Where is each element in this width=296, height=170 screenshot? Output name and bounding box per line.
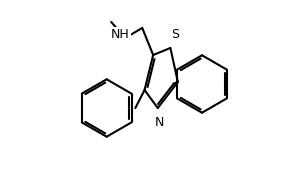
Text: NH: NH xyxy=(111,28,130,40)
Text: S: S xyxy=(172,29,180,41)
Text: N: N xyxy=(155,115,164,129)
